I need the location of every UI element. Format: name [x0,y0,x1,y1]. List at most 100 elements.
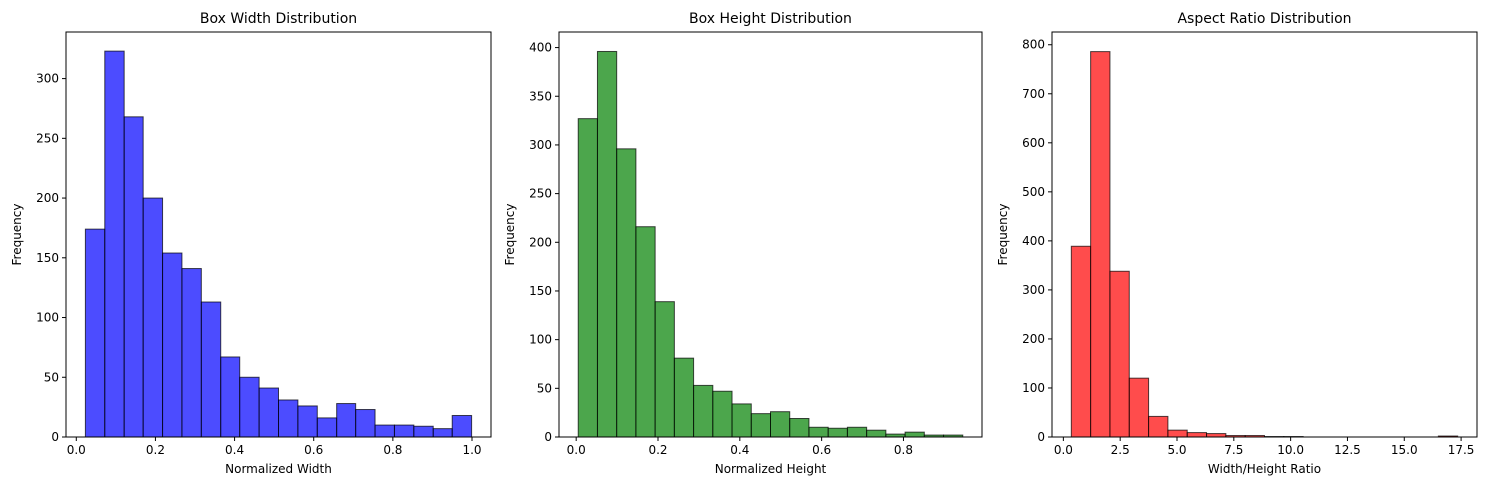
histogram-bar [846,426,868,438]
y-tick-label: 350 [529,89,552,103]
y-tick-label: 50 [44,370,59,384]
histogram-bar [1206,433,1227,438]
x-tick-label: 0.6 [304,443,323,457]
histogram-bar [220,356,241,438]
histogram-bar [278,399,299,438]
x-tick-label: 12.5 [1334,443,1361,457]
histogram-bar [750,413,771,438]
y-tick-label: 0 [544,430,552,444]
y-tick-label: 0 [1037,430,1045,444]
x-tick-label: 0.4 [225,443,244,457]
histogram-bar [596,50,618,438]
x-tick-label: 0.0 [67,443,86,457]
chart-panel-3: 0.0 2.5 5.0 7.5 10.0 12.5 15.0 17.5 0 100 200 300 40… [996,11,1478,476]
x-tick-label: 0.8 [894,443,913,457]
histogram-bar [1070,245,1092,438]
x-tick-label: 7.5 [1224,443,1243,457]
x-tick-label: 0.6 [812,443,831,457]
histogram-bar [393,424,415,438]
histogram-bar [432,428,453,438]
histogram-bar [1186,432,1208,438]
histogram-bar [258,387,279,438]
x-tick-label: 0.2 [146,443,165,457]
histogram-bar [104,50,125,438]
histogram-bar [673,357,695,438]
histogram-bar [635,226,656,438]
plot-frame [65,31,492,438]
plot-frame [558,31,983,438]
y-tick-label: 100 [36,311,59,325]
histogram-bar [731,403,752,438]
y-tick-label: 800 [1022,38,1045,52]
x-tick-label: 17.5 [1448,443,1475,457]
histogram-bar [1109,270,1130,438]
y-tick-label: 250 [36,131,59,145]
chart-panel-1: 0.0 0.2 0.4 0.6 0.8 1.0 0 50 100 150 200 250 300 Box … [10,11,492,476]
y-axis-label: Frequency [503,204,517,266]
histogram-bar [239,376,260,438]
chart-title: Box Height Distribution [689,11,852,27]
x-tick-label: 10.0 [1277,443,1304,457]
histogram-bar [712,390,733,438]
histogram-bar [451,414,473,438]
histogram-bar [770,411,791,438]
x-tick-label: 0.4 [730,443,749,457]
histogram-bar [1167,429,1188,438]
histogram-bar [142,197,164,438]
y-axis-label: Frequency [996,204,1010,266]
x-axis-label: Normalized Height [715,462,827,476]
y-tick-label: 300 [1022,283,1045,297]
x-tick-label: 5.0 [1167,443,1186,457]
histogram-bar [1128,377,1150,438]
histogram-bar [413,425,434,438]
chart-title: Aspect Ratio Distribution [1177,11,1351,27]
x-tick-label: 2.5 [1111,443,1130,457]
y-tick-label: 0 [51,430,59,444]
histogram-bar [1090,51,1111,438]
plot-frame [1051,31,1478,438]
y-tick-label: 250 [529,187,552,201]
histogram-bar [616,148,637,438]
y-tick-label: 700 [1022,87,1045,101]
histogram-bar [827,427,848,438]
y-tick-label: 100 [1022,381,1045,395]
x-tick-label: 0.0 [1054,443,1073,457]
y-tick-label: 100 [529,333,552,347]
histogram-bar [355,409,376,438]
y-tick-label: 500 [1022,185,1045,199]
y-tick-label: 400 [1022,234,1045,248]
histogram-bar [1148,415,1169,438]
histogram-bar [316,417,338,438]
histogram-bar [181,268,202,438]
chart-title: Box Width Distribution [200,11,357,27]
y-tick-label: 300 [36,72,59,86]
histogram-bar [866,429,887,438]
histogram-bar [654,301,675,438]
histogram-bar [577,118,598,438]
y-tick-label: 50 [537,381,552,395]
histogram-bar [808,426,829,438]
histogram-bar [162,252,183,438]
x-tick-label: 0.0 [567,443,586,457]
chart-panel-2: 0.0 0.2 0.4 0.6 0.8 0 50 100 150 200 250 300 350 400 B… [503,11,983,476]
histogram-bar [693,384,714,438]
y-tick-label: 200 [529,235,552,249]
histogram-bar [904,431,925,438]
histogram-bar [123,116,144,438]
histogram-bar [336,403,357,438]
x-tick-label: 15.0 [1391,443,1418,457]
y-tick-label: 400 [529,41,552,55]
y-tick-label: 600 [1022,136,1045,150]
x-axis-label: Width/Height Ratio [1208,462,1321,476]
histogram-bar [297,405,318,438]
histogram-bar [374,424,395,438]
x-axis-label: Normalized Width [225,462,332,476]
x-tick-label: 0.2 [648,443,667,457]
y-tick-label: 300 [529,138,552,152]
y-tick-label: 200 [1022,332,1045,346]
x-tick-label: 1.0 [462,443,481,457]
y-tick-label: 200 [36,191,59,205]
x-tick-label: 0.8 [383,443,402,457]
histogram-bar [789,418,810,438]
